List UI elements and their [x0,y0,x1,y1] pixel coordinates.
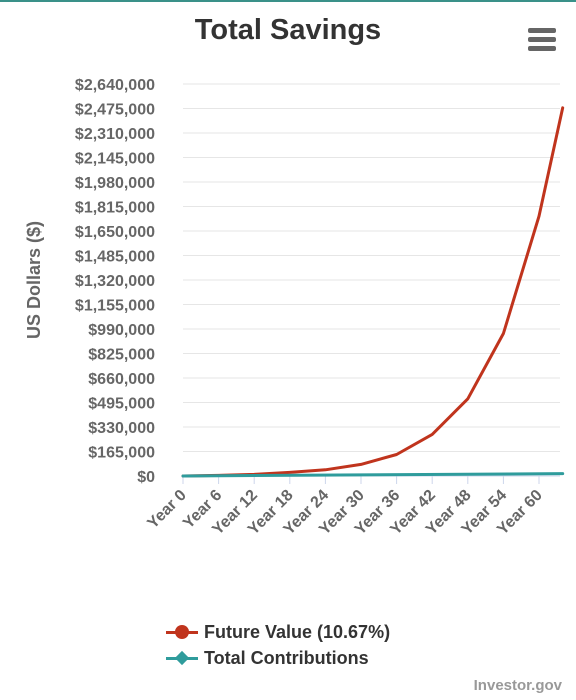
credits-link[interactable]: Investor.gov [473,677,562,694]
y-tick-label: $1,815,000 [75,200,155,217]
y-tick-label: $495,000 [88,396,155,413]
diamond-marker-icon [174,650,190,666]
legend-item-total-contributions[interactable]: Total Contributions [166,646,369,670]
legend-item-future-value[interactable]: Future Value (10.67%) [166,620,390,644]
y-tick-label: $990,000 [88,322,155,339]
y-tick-label: $2,310,000 [75,126,155,143]
legend-label-total-contributions: Total Contributions [204,647,369,668]
y-tick-label: $1,980,000 [75,175,155,192]
y-tick-label: $330,000 [88,420,155,437]
series-line-total-contributions [181,472,565,478]
y-tick-label: $2,145,000 [75,151,155,168]
y-tick-label: $1,485,000 [75,249,155,266]
circle-marker-icon [175,625,189,639]
hamburger-icon [528,28,556,33]
y-tick-label: $1,320,000 [75,273,155,290]
legend-label-future-value: Future Value (10.67%) [204,621,391,642]
x-tick-label: Year 0 [144,487,189,532]
chart-plot: $0 $165,000 $330,000 $495,000 $660,000 $825,0… [24,77,565,538]
y-tick-label: $825,000 [88,347,155,364]
y-tick-label: $1,155,000 [75,298,155,315]
chart-title: Total Savings [194,14,382,46]
y-tick-label: $0 [137,469,155,486]
top-rule [0,0,576,2]
y-tick-label: $660,000 [88,371,155,388]
context-menu-button[interactable] [522,24,562,58]
y-tick-label: $2,640,000 [75,77,155,94]
y-axis-label: US Dollars ($) [24,221,44,339]
y-tick-label: $1,650,000 [75,224,155,241]
y-tick-label: $2,475,000 [75,102,155,119]
series-line-future-value [181,106,565,478]
y-tick-label: $165,000 [88,445,155,462]
